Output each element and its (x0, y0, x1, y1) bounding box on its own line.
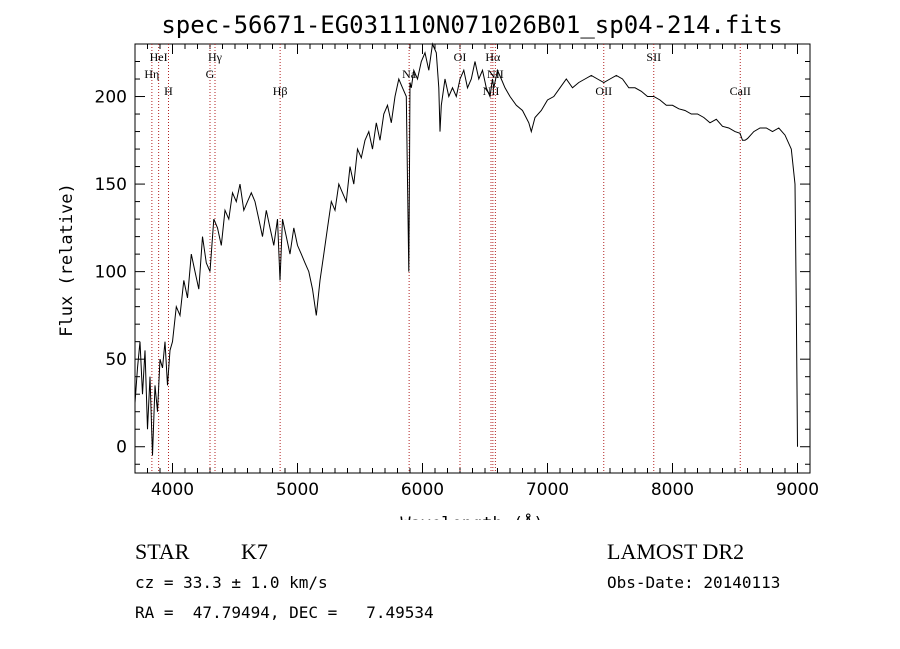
spectral-line-label: G (206, 67, 215, 81)
x-tick-label: 8000 (651, 480, 694, 500)
spectrum-chart: spec-56671-EG031110N071026B01_sp04-214.f… (57, 11, 819, 520)
y-tick-label: 0 (116, 438, 127, 458)
spectral-line-label: H (164, 84, 173, 98)
survey-name: LAMOST DR2 (607, 539, 745, 564)
y-axis-label: Flux (relative) (57, 183, 77, 337)
x-tick-label: 5000 (276, 480, 319, 500)
object-subclass: K7 (241, 539, 268, 564)
spectral-line-label: HeI (150, 50, 168, 64)
y-tick-label: 100 (95, 263, 127, 283)
spectral-line-label: Hγ (208, 50, 223, 64)
object-class: STAR (135, 539, 190, 564)
spectral-line-label: Hη (144, 67, 159, 81)
x-tick-label: 9000 (776, 480, 819, 500)
spectral-line-label: Na (402, 67, 417, 81)
spectral-line-label: CaII (730, 84, 751, 98)
spectrum-line (134, 42, 798, 456)
y-axis: 0 50 100 150 200 (95, 61, 810, 465)
x-axis: 4000 5000 6000 7000 8000 9000 (134, 44, 819, 500)
spectral-line-label: SII (646, 50, 661, 64)
x-axis-label: Wavelength (Å) (400, 512, 543, 520)
spectral-line-label: OI (454, 50, 467, 64)
y-tick-label: 50 (105, 350, 127, 370)
y-tick-label: 200 (95, 88, 127, 108)
plot-frame (134, 43, 811, 474)
chart-title: spec-56671-EG031110N071026B01_sp04-214.f… (161, 11, 782, 39)
x-tick-label: 7000 (526, 480, 569, 500)
redshift-cz: cz = 33.3 ± 1.0 km/s (135, 573, 328, 592)
obs-date: Obs-Date: 20140113 (607, 573, 781, 592)
spectral-line-label: Hα (485, 50, 501, 64)
x-tick-label: 6000 (401, 480, 444, 500)
ra-dec: RA = 47.79494, DEC = 7.49534 (135, 603, 434, 622)
x-tick-label: 4000 (151, 480, 194, 500)
y-tick-label: 150 (95, 175, 127, 195)
spectral-line-label: OII (595, 84, 612, 98)
spectral-line-label: NII (487, 67, 504, 81)
spectral-line-label: Hβ (273, 84, 288, 98)
